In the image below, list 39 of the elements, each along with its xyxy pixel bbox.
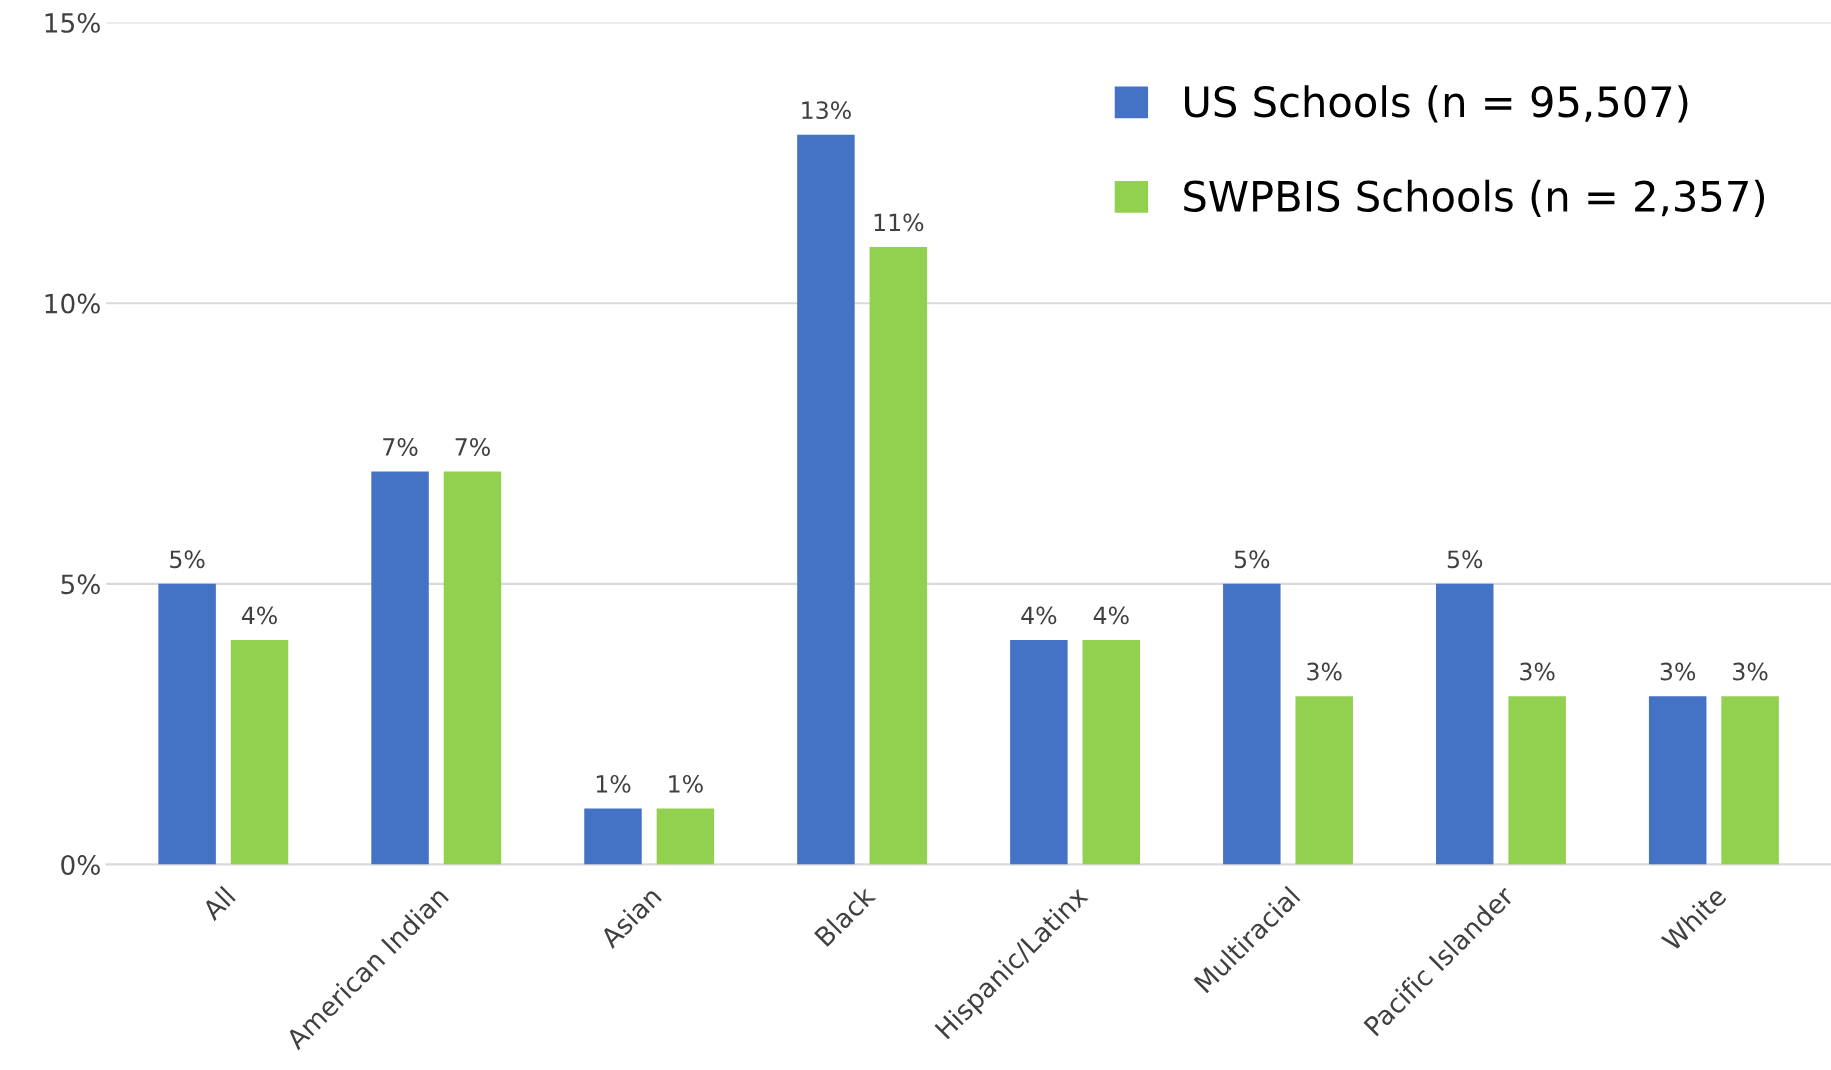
text: 4% [241,606,277,625]
text: 7% [383,438,418,456]
text: 3% [1307,662,1342,681]
text: 5% [170,550,205,569]
text: 7% [455,438,490,456]
bar [1648,696,1707,865]
bar [797,134,855,865]
bar [1010,640,1068,865]
bar [1223,583,1281,865]
y-tick-label: 15% [45,12,100,33]
bar [1508,696,1566,865]
bar [1082,640,1141,865]
legend-label: SWPBIS Schools (n = 2,357) [1184,179,1765,217]
bar [443,471,502,865]
bar [1721,696,1779,865]
y-tick-label: 0% [61,855,100,875]
bar [1436,583,1494,865]
bar [869,247,928,865]
text: 5% [1447,550,1483,569]
text: 4% [1093,606,1129,625]
text: 11% [874,213,924,232]
text: 1% [596,774,631,793]
y-tick-label: 5% [61,574,100,595]
x-tick-label: All [200,885,236,922]
text: 13% [802,101,851,120]
text: 4% [1021,606,1057,625]
bar [584,808,642,865]
text: 5% [1234,550,1270,569]
text: 1% [669,774,703,793]
bar [656,808,715,865]
legend-label: US Schools (n = 95,507) [1185,85,1688,123]
bar [371,471,429,865]
bar [230,640,289,865]
bar [158,583,216,865]
text: 3% [1520,662,1555,681]
bar [1295,696,1353,865]
text: 3% [1733,662,1768,681]
y-tick-label: 10% [45,293,100,314]
text: 3% [1660,662,1696,681]
